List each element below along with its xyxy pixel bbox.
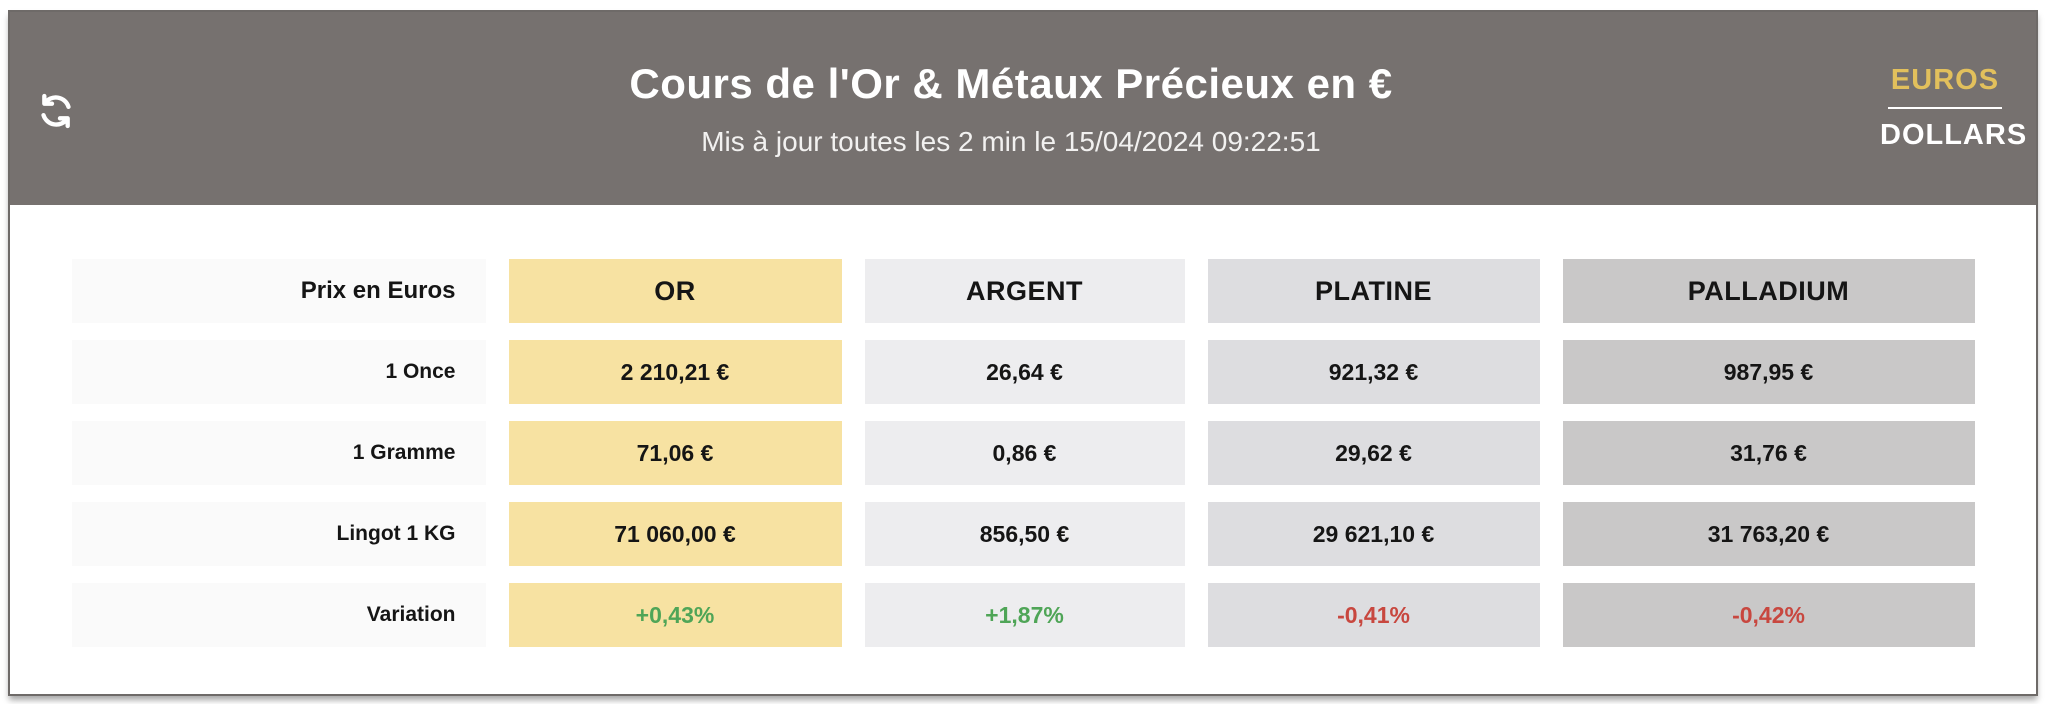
price-cell: 26,64 € <box>864 340 1185 404</box>
price-cell: 2 210,21 € <box>508 340 842 404</box>
column-header-palladium: PALLADIUM <box>1562 259 1975 323</box>
price-cell: 0,86 € <box>864 421 1185 485</box>
column-header-argent: ARGENT <box>864 259 1185 323</box>
row-label: Lingot 1 KG <box>71 502 486 566</box>
price-cell: +1,87% <box>864 583 1185 647</box>
table-corner-label: Prix en Euros <box>71 259 486 323</box>
toggle-divider <box>1888 107 2002 109</box>
row-label: Variation <box>71 583 486 647</box>
price-cell: 29 621,10 € <box>1207 502 1540 566</box>
currency-dollars-button[interactable]: DOLLARS <box>1880 113 2026 158</box>
price-cell: 29,62 € <box>1207 421 1540 485</box>
precious-metals-widget: Cours de l'Or & Métaux Précieux en € Mis… <box>8 10 2038 696</box>
price-cell: 921,32 € <box>1207 340 1540 404</box>
prices-table: Prix en Euros OR ARGENT PLATINE PALLADIUM 1 O… <box>71 259 1975 647</box>
price-cell: 987,95 € <box>1562 340 1975 404</box>
currency-toggle: EUROS DOLLARS <box>1880 58 2026 158</box>
price-cell: 71,06 € <box>508 421 842 485</box>
page-title: Cours de l'Or & Métaux Précieux en € <box>629 59 1393 107</box>
price-cell: 31 763,20 € <box>1562 502 1975 566</box>
refresh-icon <box>36 93 76 134</box>
widget-header: Cours de l'Or & Métaux Précieux en € Mis… <box>10 12 2036 205</box>
refresh-button[interactable] <box>34 90 78 134</box>
row-label: 1 Once <box>71 340 486 404</box>
column-header-or: OR <box>508 259 842 323</box>
price-cell: -0,42% <box>1562 583 1975 647</box>
price-cell: +0,43% <box>508 583 842 647</box>
price-cell: 71 060,00 € <box>508 502 842 566</box>
currency-euros-button[interactable]: EUROS <box>1880 58 2010 103</box>
last-updated-text: Mis à jour toutes les 2 min le 15/04/202… <box>701 125 1321 157</box>
row-label: 1 Gramme <box>71 421 486 485</box>
price-cell: 31,76 € <box>1562 421 1975 485</box>
column-header-platine: PLATINE <box>1207 259 1540 323</box>
price-cell: -0,41% <box>1207 583 1540 647</box>
price-cell: 856,50 € <box>864 502 1185 566</box>
